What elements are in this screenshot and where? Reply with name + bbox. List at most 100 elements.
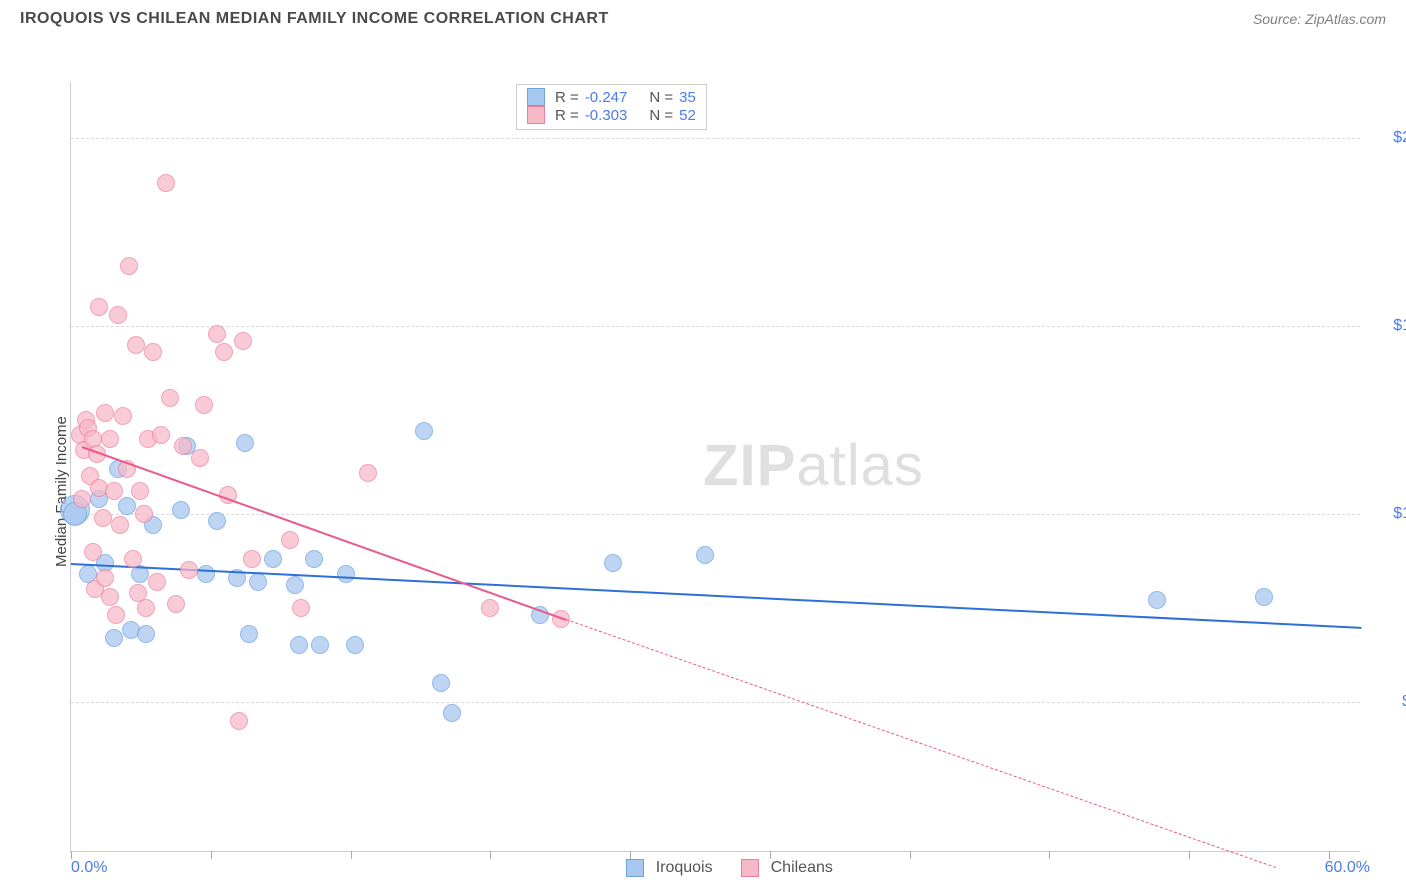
x-tick	[490, 851, 491, 859]
scatter-point	[94, 509, 112, 527]
x-max-label: 60.0%	[1325, 859, 1370, 877]
scatter-point	[264, 550, 282, 568]
legend-label: Iroquois	[656, 859, 713, 877]
scatter-point	[90, 298, 108, 316]
x-tick	[630, 851, 631, 859]
legend-label: Chileans	[771, 859, 833, 877]
scatter-point	[135, 505, 153, 523]
scatter-point	[105, 482, 123, 500]
n-label: N =	[649, 89, 673, 106]
scatter-point	[359, 464, 377, 482]
stats-row: R = -0.303 N = 52	[527, 106, 696, 124]
scatter-point	[195, 396, 213, 414]
scatter-point	[144, 343, 162, 361]
scatter-point	[137, 625, 155, 643]
scatter-point	[1148, 591, 1166, 609]
scatter-point	[286, 576, 304, 594]
stats-row: R = -0.247 N = 35	[527, 88, 696, 106]
scatter-point	[96, 404, 114, 422]
gridline-horizontal	[71, 326, 1360, 327]
series-legend: Iroquois Chileans	[626, 859, 833, 877]
n-label: N =	[649, 107, 673, 124]
scatter-point	[118, 497, 136, 515]
r-value: -0.247	[585, 89, 628, 106]
scatter-point	[137, 599, 155, 617]
scatter-point	[174, 437, 192, 455]
plot-area: $50,000$100,000$150,000$200,0000.0%60.0%…	[70, 82, 1360, 852]
scatter-point	[124, 550, 142, 568]
scatter-point	[208, 512, 226, 530]
gridline-horizontal	[71, 138, 1360, 139]
legend-swatch	[527, 106, 545, 124]
scatter-point	[215, 343, 233, 361]
x-tick	[770, 851, 771, 859]
scatter-point	[481, 599, 499, 617]
scatter-point	[167, 595, 185, 613]
scatter-point	[127, 336, 145, 354]
source-label: Source: ZipAtlas.com	[1253, 11, 1386, 27]
x-tick	[211, 851, 212, 859]
y-tick-label: $200,000	[1370, 129, 1406, 147]
scatter-point	[249, 573, 267, 591]
x-min-label: 0.0%	[71, 859, 107, 877]
x-tick	[1189, 851, 1190, 859]
scatter-point	[208, 325, 226, 343]
scatter-point	[148, 573, 166, 591]
scatter-point	[696, 546, 714, 564]
scatter-point	[105, 629, 123, 647]
scatter-point	[311, 636, 329, 654]
scatter-point	[120, 257, 138, 275]
scatter-point	[73, 490, 91, 508]
scatter-point	[197, 565, 215, 583]
scatter-point	[131, 482, 149, 500]
scatter-point	[234, 332, 252, 350]
trend-line	[71, 563, 1361, 629]
y-tick-label: $150,000	[1370, 317, 1406, 335]
scatter-point	[432, 674, 450, 692]
y-tick-label: $100,000	[1370, 505, 1406, 523]
scatter-point	[191, 449, 209, 467]
scatter-point	[109, 306, 127, 324]
y-tick-label: $50,000	[1370, 693, 1406, 711]
y-axis-title: Median Family Income	[53, 416, 70, 567]
scatter-point	[157, 174, 175, 192]
n-value: 52	[679, 107, 696, 124]
x-tick	[71, 851, 72, 859]
legend-swatch	[626, 859, 644, 877]
r-label: R =	[555, 107, 579, 124]
scatter-point	[443, 704, 461, 722]
scatter-point	[101, 430, 119, 448]
r-label: R =	[555, 89, 579, 106]
scatter-point	[107, 606, 125, 624]
x-tick	[910, 851, 911, 859]
scatter-point	[172, 501, 190, 519]
chart-title: IROQUOIS VS CHILEAN MEDIAN FAMILY INCOME…	[20, 10, 609, 28]
scatter-point	[152, 426, 170, 444]
gridline-horizontal	[71, 514, 1360, 515]
scatter-point	[604, 554, 622, 572]
x-tick	[351, 851, 352, 859]
legend-swatch	[741, 859, 759, 877]
scatter-point	[281, 531, 299, 549]
stats-box: R = -0.247 N = 35 R = -0.303 N = 52	[516, 84, 707, 130]
scatter-point	[230, 712, 248, 730]
r-value: -0.303	[585, 107, 628, 124]
scatter-point	[346, 636, 364, 654]
scatter-point	[305, 550, 323, 568]
scatter-point	[161, 389, 179, 407]
x-tick	[1049, 851, 1050, 859]
scatter-point	[101, 588, 119, 606]
gridline-horizontal	[71, 702, 1360, 703]
scatter-point	[240, 625, 258, 643]
legend-item: Iroquois	[626, 859, 713, 877]
scatter-point	[243, 550, 261, 568]
scatter-point	[290, 636, 308, 654]
scatter-point	[292, 599, 310, 617]
scatter-point	[114, 407, 132, 425]
scatter-point	[236, 434, 254, 452]
legend-item: Chileans	[741, 859, 833, 877]
scatter-point	[337, 565, 355, 583]
n-value: 35	[679, 89, 696, 106]
scatter-point	[1255, 588, 1273, 606]
watermark: ZIPatlas	[703, 432, 924, 499]
